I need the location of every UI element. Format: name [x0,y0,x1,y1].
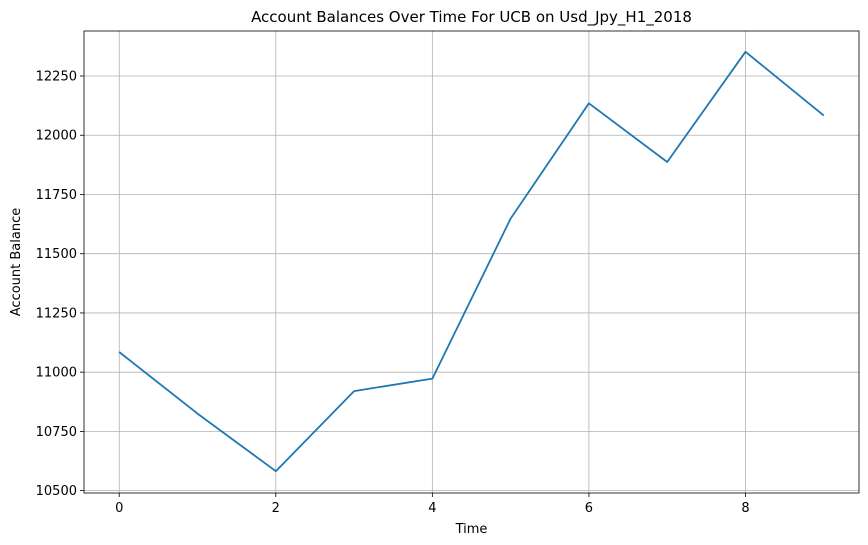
data-point [275,471,276,472]
y-tick-label: 12000 [36,129,77,144]
data-point [119,352,120,353]
x-tick-label: 6 [585,501,593,516]
x-tick-label: 4 [428,501,436,516]
x-axis-label: Time [455,522,488,537]
y-axis-label: Account Balance [9,208,24,316]
x-tick-label: 2 [272,501,280,516]
y-tick-label: 12250 [36,70,77,85]
x-tick-label: 8 [741,501,749,516]
data-point [745,51,746,52]
chart-title: Account Balances Over Time For UCB on Us… [251,8,692,27]
data-point [588,103,589,104]
y-tick-label: 11500 [36,247,77,262]
y-tick-label: 11000 [36,366,77,381]
plot-frame [83,30,860,494]
data-point [667,162,668,163]
data-point [823,115,824,116]
x-tick-label: 0 [115,501,123,516]
data-point [354,391,355,392]
y-tick-label: 11750 [36,188,77,203]
axis-ticks: 0 2 4 6 8 10500 10750 11000 11250 11500 11750 12000… [36,70,750,516]
data-point [197,413,198,414]
grid-lines [84,31,859,493]
series-line [118,50,825,473]
y-tick-label: 10750 [36,425,77,440]
y-tick-label: 11250 [36,306,77,321]
data-point [432,378,433,379]
data-point [510,218,511,219]
series-group [118,50,825,473]
y-tick-label: 10500 [36,484,77,499]
